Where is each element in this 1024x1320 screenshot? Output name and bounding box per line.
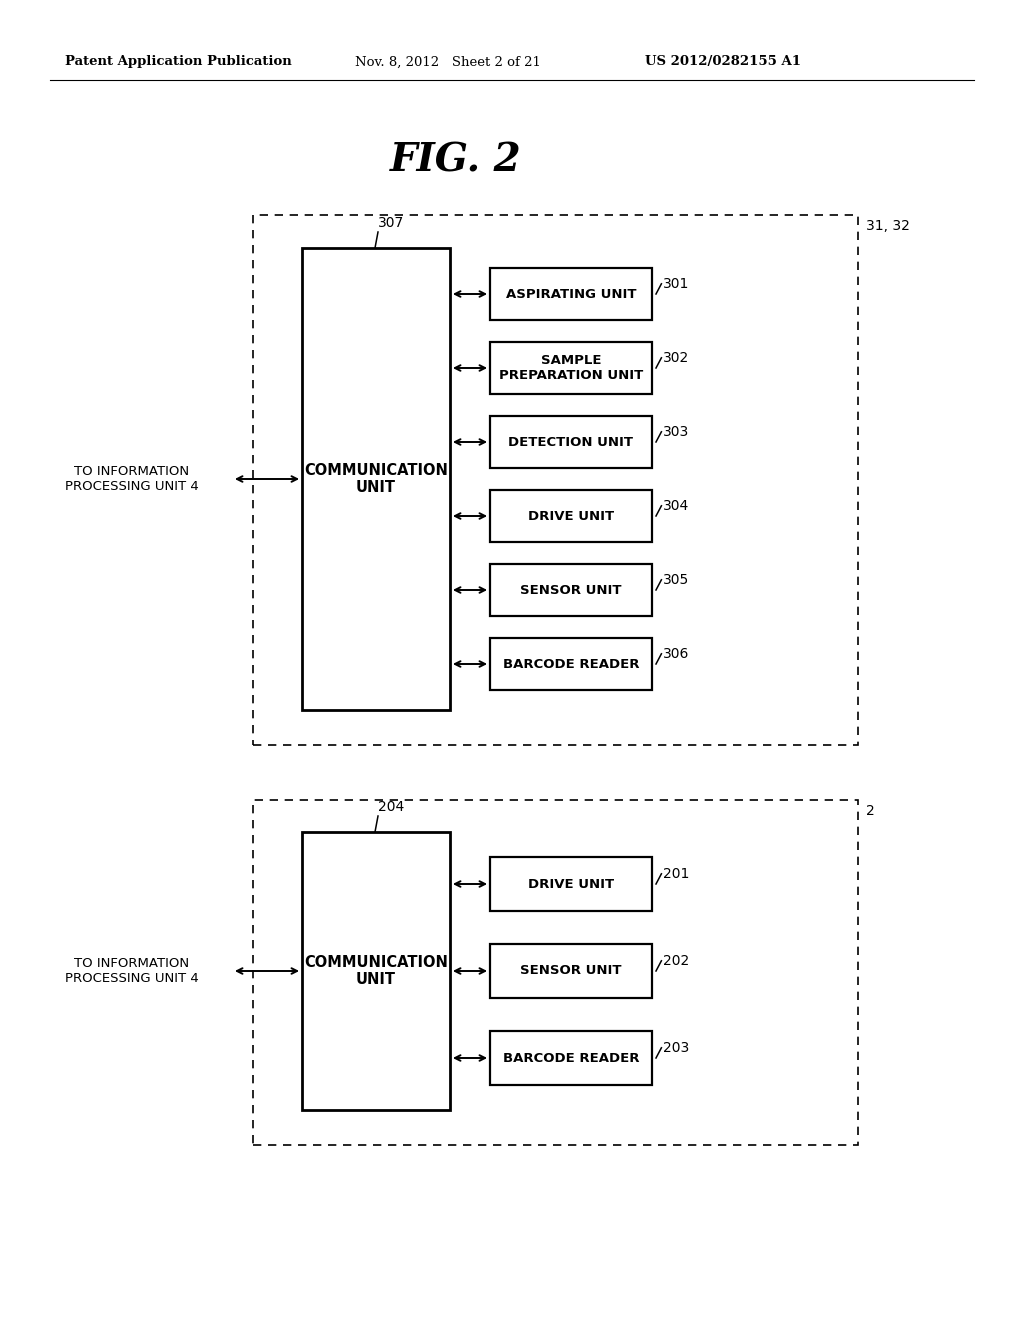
Bar (490, 268, 652, 319)
Text: BARCODE READER: BARCODE READER (503, 1052, 639, 1064)
Bar (302, 832, 450, 1110)
Text: 202: 202 (664, 954, 689, 968)
Text: 305: 305 (664, 573, 689, 587)
Text: 304: 304 (664, 499, 689, 512)
Bar (490, 416, 652, 469)
Bar (253, 215, 858, 744)
Text: ASPIRATING UNIT: ASPIRATING UNIT (506, 288, 636, 301)
Bar (490, 638, 652, 690)
Text: 301: 301 (664, 277, 690, 290)
Text: 201: 201 (664, 867, 690, 880)
Text: TO INFORMATION
PROCESSING UNIT 4: TO INFORMATION PROCESSING UNIT 4 (65, 465, 199, 492)
Text: COMMUNICATION
UNIT: COMMUNICATION UNIT (304, 463, 447, 495)
Bar (490, 1031, 652, 1085)
Bar (490, 857, 652, 911)
Text: DETECTION UNIT: DETECTION UNIT (509, 436, 634, 449)
Text: TO INFORMATION
PROCESSING UNIT 4: TO INFORMATION PROCESSING UNIT 4 (65, 957, 199, 985)
Text: 204: 204 (378, 800, 404, 814)
Text: DRIVE UNIT: DRIVE UNIT (528, 878, 614, 891)
Text: 302: 302 (664, 351, 689, 364)
Text: 306: 306 (664, 647, 690, 661)
Text: 31, 32: 31, 32 (866, 219, 910, 234)
Bar (253, 800, 858, 1144)
Text: 2: 2 (866, 804, 874, 818)
Bar (490, 944, 652, 998)
Bar (490, 564, 652, 616)
Text: SENSOR UNIT: SENSOR UNIT (520, 965, 622, 978)
Text: DRIVE UNIT: DRIVE UNIT (528, 510, 614, 523)
Text: SENSOR UNIT: SENSOR UNIT (520, 583, 622, 597)
Bar (490, 342, 652, 393)
Text: 307: 307 (378, 216, 404, 230)
Bar (490, 490, 652, 543)
Text: SAMPLE
PREPARATION UNIT: SAMPLE PREPARATION UNIT (499, 354, 643, 381)
Text: Patent Application Publication: Patent Application Publication (65, 55, 292, 69)
Text: 203: 203 (664, 1040, 689, 1055)
Text: US 2012/0282155 A1: US 2012/0282155 A1 (645, 55, 801, 69)
Text: COMMUNICATION
UNIT: COMMUNICATION UNIT (304, 954, 447, 987)
Text: BARCODE READER: BARCODE READER (503, 657, 639, 671)
Bar (302, 248, 450, 710)
Text: Nov. 8, 2012   Sheet 2 of 21: Nov. 8, 2012 Sheet 2 of 21 (355, 55, 541, 69)
Text: 303: 303 (664, 425, 689, 438)
Text: FIG. 2: FIG. 2 (390, 141, 521, 180)
